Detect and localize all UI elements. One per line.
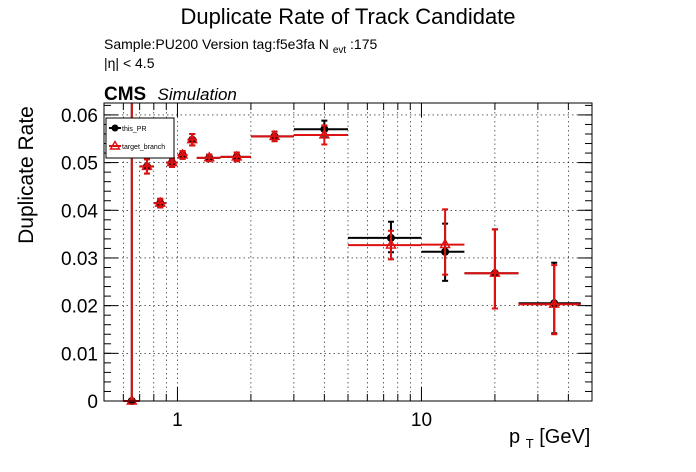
- y-tick-label: 0.06: [61, 106, 98, 127]
- sample-info-nevt-val: :175: [350, 36, 377, 52]
- x-axis-label-main: p: [509, 426, 520, 448]
- data-series: [123, 103, 581, 405]
- sample-info: Sample:PU200 Version tag:f5e3fa N evt :1…: [104, 36, 378, 56]
- y-tick-label: 0.03: [61, 249, 98, 270]
- data-point: [318, 128, 331, 139]
- eta-cut-label: |η| < 4.5: [104, 55, 155, 71]
- legend-box: [105, 117, 175, 159]
- axes: 0 0.01 0.02 0.03 0.04 0.05 0.06 1 10: [61, 103, 593, 431]
- legend-target-branch-label: target_branch: [122, 144, 165, 151]
- data-point: [231, 150, 243, 161]
- x-tick-label: 10: [411, 410, 432, 431]
- data-point: [154, 196, 166, 207]
- data-point: [166, 156, 178, 167]
- x-axis-label: p T [GeV]: [509, 426, 590, 453]
- legend-entry-this-pr: this_PR: [109, 124, 147, 133]
- y-axis-label: Duplicate Rate: [15, 106, 38, 244]
- y-tick-label: 0.01: [61, 344, 98, 365]
- legend-this-pr-label: this_PR: [122, 126, 147, 133]
- data-point: [186, 133, 198, 144]
- legend: this_PR target_branch: [105, 117, 175, 159]
- data-point: [439, 238, 451, 249]
- data-point: [489, 266, 501, 277]
- sample-info-nevt-sub: evt: [333, 45, 347, 56]
- cms-label-bold: CMS: [104, 84, 146, 105]
- x-axis-label-unit: [GeV]: [539, 426, 590, 448]
- x-axis-label-sub: T: [526, 436, 534, 451]
- data-point: [141, 159, 153, 171]
- cms-label-simulation: Simulation: [158, 85, 237, 104]
- data-point: [268, 129, 281, 141]
- legend-target-branch-marker: [109, 140, 121, 150]
- data-point: [126, 394, 138, 405]
- legend-this-pr-marker: [111, 124, 119, 132]
- chart-title: Duplicate Rate of Track Candidate: [180, 4, 515, 29]
- y-tick-label: 0.04: [61, 201, 98, 222]
- legend-entry-target-branch: target_branch: [109, 140, 165, 151]
- sample-info-main: Sample:PU200 Version tag:f5e3fa N: [104, 36, 329, 52]
- data-point: [176, 148, 189, 159]
- data-point: [203, 151, 215, 162]
- data-point: [548, 297, 560, 308]
- y-tick-label: 0.02: [61, 297, 98, 318]
- cms-label: CMS Simulation: [104, 84, 237, 105]
- y-tick-label: 0: [87, 392, 98, 413]
- plot-frame: [103, 102, 593, 402]
- x-tick-label: 1: [172, 410, 183, 431]
- data-point: [385, 238, 397, 249]
- y-tick-label: 0.05: [61, 154, 98, 175]
